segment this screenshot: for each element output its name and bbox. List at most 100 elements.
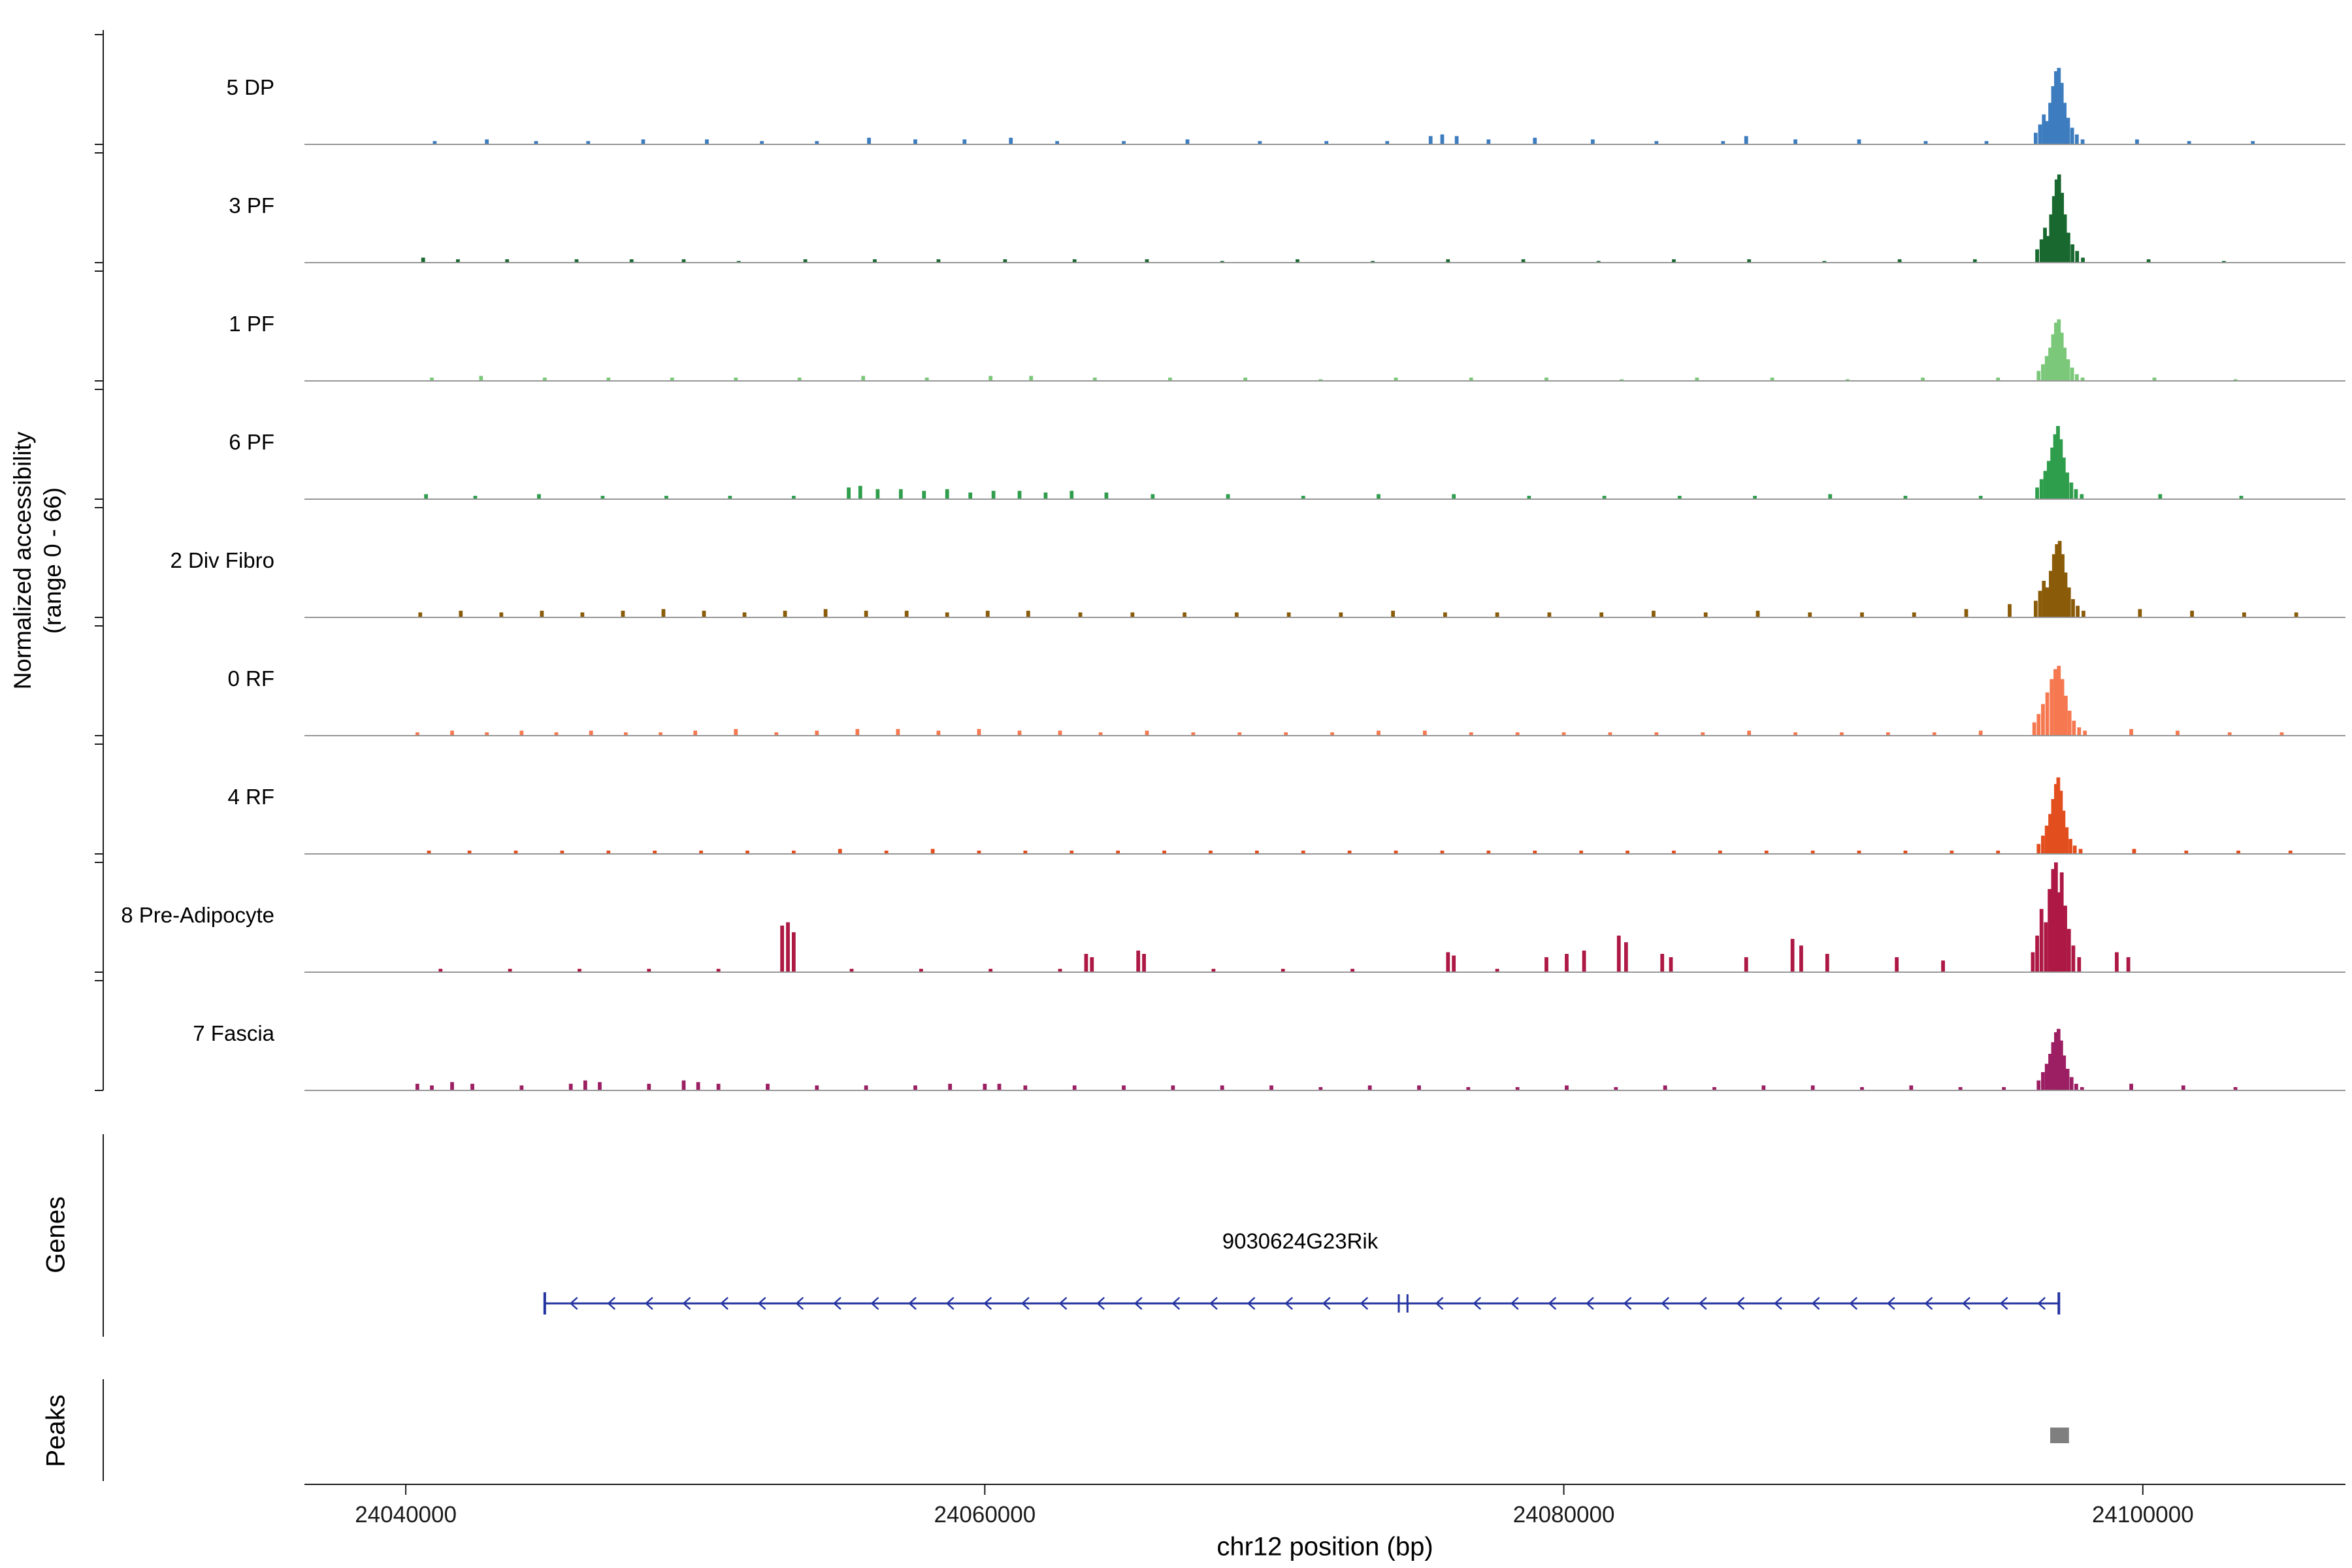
- signal-bar: [1857, 139, 1861, 144]
- signal-bar: [1377, 494, 1380, 499]
- signal-bar: [705, 139, 709, 144]
- signal-bar: [421, 257, 425, 263]
- signal-bar: [2008, 604, 2012, 617]
- gene-strand-arrow-left: [1473, 1297, 1482, 1310]
- signal-bar: [600, 495, 605, 499]
- signal-bar: [2279, 732, 2284, 736]
- signal-bar: [2062, 1055, 2066, 1090]
- signal-bar: [2045, 587, 2050, 617]
- signal-bar: [1454, 136, 1459, 144]
- signal-bar: [1886, 732, 1890, 736]
- signal-bar: [433, 140, 437, 144]
- signal-bar: [2054, 179, 2059, 263]
- signal-track-7-fascia: 7 Fascia: [95, 980, 2345, 1091]
- signal-bar: [2053, 322, 2058, 381]
- signal-bar: [1452, 494, 1456, 499]
- signal-bar: [1921, 377, 1925, 381]
- signal-track-8-pre-adipocyte: 8 Pre-Adipocyte: [95, 862, 2345, 973]
- signal-bar: [2036, 843, 2041, 854]
- signal-bar: [1058, 730, 1062, 736]
- signal-bar: [2035, 936, 2039, 972]
- signal-bar: [2050, 448, 2054, 499]
- signal-bar: [415, 732, 419, 736]
- signal-bar: [1367, 1085, 1372, 1090]
- gene-strand-arrow-left: [1096, 1297, 1105, 1310]
- signal-bar: [2077, 957, 2082, 972]
- signal-bar: [1527, 495, 1531, 499]
- signal-bar: [945, 489, 949, 499]
- signal-bar: [734, 728, 738, 736]
- signal-bar: [693, 730, 698, 736]
- signal-bar: [849, 968, 854, 972]
- signal-bar: [1941, 960, 1945, 972]
- signal-bar: [728, 495, 732, 499]
- signal-bar: [470, 1083, 474, 1090]
- signal-bar: [1162, 850, 1166, 854]
- signal-bar: [2080, 1086, 2084, 1090]
- signal-bar: [1897, 259, 1902, 263]
- signal-bar: [586, 140, 591, 144]
- gene-strand-arrow-left: [1698, 1297, 1707, 1310]
- signal-bar: [2031, 952, 2035, 972]
- signal-bar: [760, 140, 764, 144]
- signal-bar: [1808, 612, 1812, 617]
- signal-bar: [783, 610, 787, 617]
- signal-bar: [534, 140, 538, 144]
- signal-bar: [734, 377, 738, 381]
- signal-bar: [2061, 457, 2066, 499]
- signal-bar: [1043, 492, 1048, 499]
- signal-bar: [2053, 669, 2057, 736]
- signal-bar: [1116, 850, 1120, 854]
- signal-bar: [514, 850, 518, 854]
- signal-bar: [1168, 377, 1172, 381]
- signal-bar: [681, 1080, 686, 1090]
- signal-bar: [1608, 732, 1612, 736]
- signal-bar: [1269, 1085, 1273, 1090]
- signal-bar: [1017, 491, 1022, 499]
- signal-bar: [2051, 799, 2055, 854]
- signal-bar: [2050, 679, 2054, 736]
- signal-bar: [641, 139, 645, 144]
- signal-bar: [2033, 600, 2038, 617]
- signal-bar: [1070, 850, 1074, 854]
- signal-bar: [1672, 259, 1676, 263]
- signal-bar: [1428, 136, 1433, 144]
- signal-bar: [2077, 727, 2082, 736]
- signal-bar: [1544, 377, 1548, 381]
- signal-bar: [2038, 591, 2042, 617]
- signal-bar: [2057, 892, 2061, 972]
- signal-bar: [875, 489, 880, 499]
- signal-bar: [1515, 732, 1520, 736]
- signal-bar: [485, 732, 489, 736]
- signal-bar: [2078, 849, 2083, 854]
- signal-bar: [702, 610, 706, 617]
- signal-bar: [1023, 1085, 1028, 1090]
- signal-bar: [1932, 732, 1936, 736]
- signal-bar: [664, 495, 668, 499]
- signal-bar: [696, 1082, 700, 1090]
- signal-bar: [606, 850, 611, 854]
- signal-bar: [1330, 732, 1334, 736]
- signal-bar: [2048, 103, 2052, 144]
- signal-bar: [1347, 850, 1352, 854]
- signal-bar: [2233, 379, 2238, 381]
- signal-bar: [1058, 968, 1062, 972]
- signal-bar: [2033, 133, 2038, 144]
- signal-bar: [2065, 1068, 2070, 1090]
- signal-bar: [1078, 612, 1083, 617]
- signal-bar: [1301, 850, 1305, 854]
- signal-bar: [473, 495, 478, 499]
- signal-bar: [1770, 377, 1774, 381]
- signal-bar: [589, 730, 593, 736]
- signal-bar: [1521, 259, 1526, 263]
- signal-bar: [505, 259, 510, 263]
- signal-bar: [1281, 968, 1285, 972]
- signal-bar: [1284, 732, 1288, 736]
- signal-bar: [1978, 495, 1983, 499]
- signal-bar: [1857, 850, 1861, 854]
- signal-bar: [2057, 67, 2061, 144]
- signal-bar: [2065, 827, 2069, 854]
- signal-bar: [1895, 957, 1899, 972]
- signal-bar: [2129, 1083, 2133, 1090]
- signal-bar: [661, 609, 666, 617]
